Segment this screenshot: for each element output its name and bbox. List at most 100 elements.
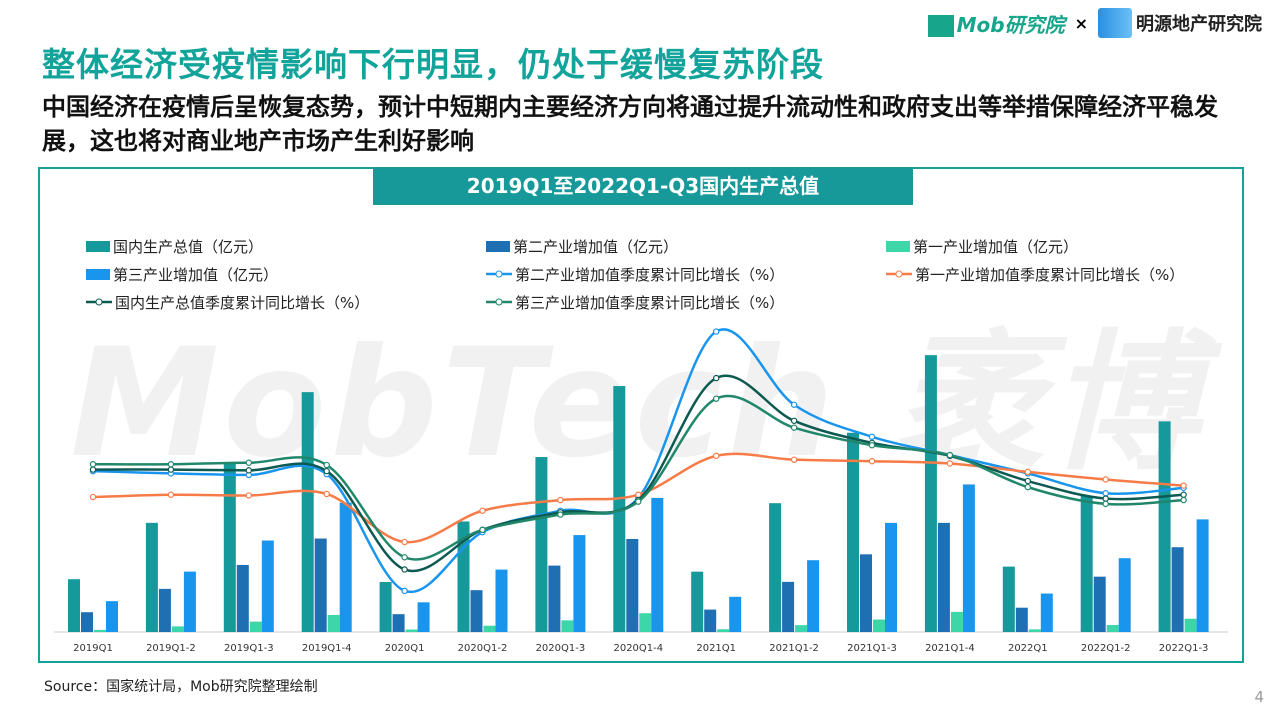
line-point [790,401,798,408]
bar [236,564,249,632]
legend-item: 第三产业增加值季度累计同比增长（%） [486,292,784,313]
times-sign: × [1074,13,1088,33]
bar [171,626,184,632]
bar [717,629,730,632]
line-point [1180,496,1187,504]
page-subtitle: 中国经济在疫情后呈恢复态势，预计中短期内主要经济方向将通过提升流动性和政府支出等… [42,93,1218,155]
bar [1080,495,1093,632]
mob-logo: Mob研究院 [927,9,1065,38]
bar [392,614,405,632]
source-note: Source：国家统计局，Mob研究院整理绘制 [44,679,318,695]
bar [535,457,548,632]
bar [729,596,742,632]
bar [691,571,704,632]
bar [470,590,483,632]
legend-line-marker [886,266,912,284]
line-point [946,451,954,459]
bar [1106,624,1119,632]
bar [782,581,795,632]
line-point [1102,476,1109,483]
x-tick-label: 2022Q1 [1008,643,1048,654]
line-point [89,466,97,473]
legend-line-marker [486,266,512,284]
bar [1040,593,1053,632]
line-point [635,491,642,498]
legend-swatch [486,241,510,252]
line-point [1024,483,1032,491]
legend-item: 第二产业增加值季度累计同比增长（%） [486,264,784,285]
line-point [1024,468,1032,476]
bar [81,612,93,632]
bar [962,484,975,632]
x-tick-label: 2022Q1-2 [1081,643,1131,654]
bar [223,463,236,632]
line-point [713,452,720,460]
legend-label: 第二产业增加值（亿元） [513,238,679,256]
bar [1171,547,1184,632]
bar [1196,519,1209,632]
legend-item: 第一产业增加值季度累计同比增长（%） [886,264,1184,285]
line-point [479,526,486,534]
line-point [479,507,486,514]
legend-label: 第一产业增加值（亿元） [913,238,1079,256]
line-point [167,491,175,498]
bar [924,355,937,632]
x-tick-label: 2020Q1-2 [458,643,508,654]
bar [379,582,392,632]
legend-label: 第二产业增加值季度累计同比增长（%） [515,266,785,284]
line-point [401,587,408,595]
bar [573,535,586,632]
legend-swatch [86,241,110,252]
bar [860,554,872,632]
line-point [89,461,97,468]
bar [1093,576,1106,632]
bar [1015,607,1028,632]
line-point [713,395,720,402]
line-point [868,441,876,449]
legend-swatch [86,269,110,280]
bar [145,522,158,632]
x-tick-label: 2021Q1 [696,643,736,654]
bar [548,565,561,632]
line-point [1102,495,1109,502]
legend-line-marker [86,294,112,312]
legend-item: 第一产业增加值（亿元） [886,236,1078,257]
bar [495,569,508,632]
line-point [401,566,408,573]
bar [314,538,327,632]
x-tick-label: 2021Q1-3 [847,643,897,654]
bar [158,588,171,632]
x-tick-label: 2019Q1 [73,643,113,654]
bar [795,625,808,632]
line-point [1102,490,1109,497]
mingyuan-logo: 明源地产研究院 [1098,8,1262,38]
building-icon [927,15,954,37]
x-tick-label: 2022Q1-3 [1159,643,1209,654]
line-point [790,456,798,463]
bar [249,621,262,632]
x-tick-label: 2020Q1 [385,643,425,654]
line-point [635,498,642,505]
line-point [1180,482,1187,489]
line-point [245,467,252,474]
line-point [557,496,564,504]
bar [950,611,963,632]
bar [1002,566,1015,632]
line-point [1102,500,1109,508]
bar [937,522,950,632]
line-point [167,461,175,468]
bar [68,579,80,632]
x-tick-label: 2019Q1-3 [224,643,274,654]
legend-label: 国内生产总值（亿元） [113,238,264,256]
x-tick-label: 2019Q1-2 [146,643,196,654]
bar [94,629,106,632]
line-point [713,328,720,335]
logos: Mob研究院 × 明源地产研究院 [927,8,1262,38]
bar [327,614,340,632]
x-tick-label: 2021Q1-2 [769,643,819,654]
line-point [1024,477,1032,485]
legend-item: 国内生产总值（亿元） [86,236,263,257]
line-point [868,433,876,440]
line-point [323,461,330,469]
